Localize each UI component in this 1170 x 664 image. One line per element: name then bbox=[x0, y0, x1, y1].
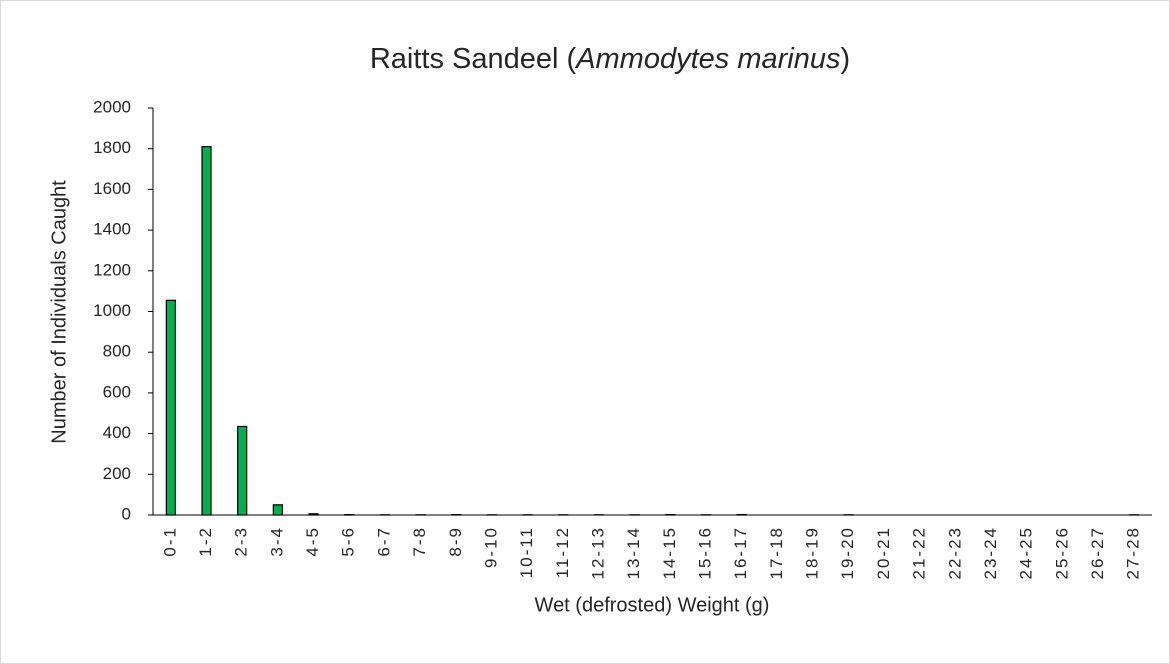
x-tick-label: 17-18 bbox=[767, 526, 786, 579]
x-tick-label: 27-28 bbox=[1124, 526, 1143, 579]
x-tick-label: 24-25 bbox=[1017, 526, 1036, 579]
x-tick-label: 26-27 bbox=[1088, 526, 1107, 579]
x-tick-label: 5-6 bbox=[339, 526, 358, 557]
x-axis-label: Wet (defrosted) Weight (g) bbox=[535, 594, 770, 616]
y-tick-label: 1400 bbox=[93, 220, 131, 239]
x-tick-label: 7-8 bbox=[410, 526, 429, 557]
x-tick-label: 4-5 bbox=[303, 526, 322, 557]
x-tick-label: 10-11 bbox=[517, 526, 536, 578]
x-tick-label: 16-17 bbox=[731, 526, 750, 579]
bar bbox=[272, 504, 283, 516]
x-tick-label: 19-20 bbox=[838, 526, 857, 579]
title-part: Raitts Sandeel ( bbox=[370, 43, 577, 75]
bar bbox=[165, 299, 176, 516]
chart-title: Raitts Sandeel (Ammodytes marinus) bbox=[370, 43, 850, 75]
x-tick-label: 2-3 bbox=[232, 526, 251, 557]
title-part: Ammodytes marinus bbox=[574, 43, 840, 75]
y-tick-label: 1600 bbox=[93, 179, 131, 198]
x-tick-label: 21-22 bbox=[910, 526, 929, 579]
x-tick-label: 15-16 bbox=[696, 526, 715, 579]
y-tick-label: 2000 bbox=[93, 97, 131, 116]
x-tick-label: 12-13 bbox=[588, 526, 607, 579]
bar bbox=[237, 425, 248, 516]
y-tick-label: 600 bbox=[103, 382, 131, 401]
title-part: ) bbox=[840, 43, 850, 75]
y-axis-label: Number of Individuals Caught bbox=[48, 180, 70, 444]
x-tick-label: 23-24 bbox=[981, 526, 1000, 579]
y-tick-label: 1800 bbox=[93, 138, 131, 157]
y-tick-label: 200 bbox=[103, 464, 131, 483]
x-tick-label: 11-12 bbox=[553, 526, 572, 578]
x-tick-label: 20-21 bbox=[874, 526, 893, 579]
x-tick-label: 3-4 bbox=[267, 526, 286, 557]
x-tick-label: 13-14 bbox=[624, 526, 643, 579]
y-tick-label: 1000 bbox=[93, 301, 131, 320]
x-tick-label: 18-19 bbox=[803, 526, 822, 579]
x-tick-label: 0-1 bbox=[160, 526, 179, 557]
bar bbox=[201, 146, 212, 516]
x-tick-label: 8-9 bbox=[446, 526, 465, 557]
x-tick-label: 9-10 bbox=[481, 526, 500, 568]
x-tick-label: 14-15 bbox=[660, 526, 679, 579]
x-tick-label: 1-2 bbox=[196, 526, 215, 557]
x-tick-label: 6-7 bbox=[374, 526, 393, 557]
y-tick-label: 800 bbox=[103, 342, 131, 361]
y-tick-label: 1200 bbox=[93, 260, 131, 279]
x-tick-label: 22-23 bbox=[945, 526, 964, 579]
y-tick-label: 400 bbox=[103, 423, 131, 442]
y-tick-label: 0 bbox=[122, 504, 131, 523]
x-tick-label: 25-26 bbox=[1052, 526, 1071, 579]
